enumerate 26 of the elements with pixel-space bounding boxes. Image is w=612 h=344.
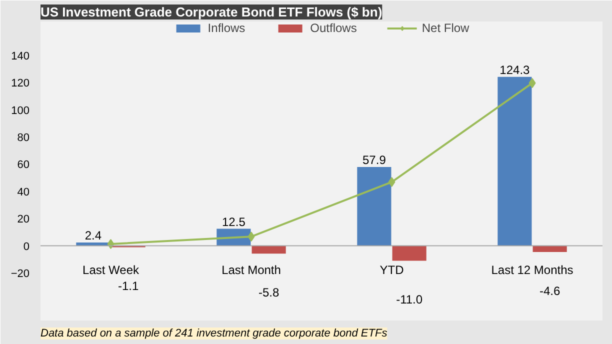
y-tick-label: 120 bbox=[11, 78, 30, 90]
y-tick-label: 100 bbox=[11, 104, 30, 117]
data-label: -5.8 bbox=[258, 286, 280, 300]
chart-title: US Investment Grade Corporate Bond ETF Flows ($ bn) bbox=[40, 4, 382, 20]
y-tick-label: −20 bbox=[10, 268, 30, 280]
x-tick-label: Last Month bbox=[222, 262, 281, 277]
data-label: -1.1 bbox=[118, 279, 139, 294]
x-tick-label: Last Week bbox=[82, 262, 140, 277]
y-tick-label: 80 bbox=[17, 132, 30, 144]
y-tick-label: 20 bbox=[17, 214, 30, 226]
x-tick-label: Last 12 Months bbox=[491, 262, 574, 277]
legend-label: Net Flow bbox=[422, 21, 470, 35]
x-tick-label: YTD bbox=[380, 262, 404, 277]
data-label: 124.3 bbox=[500, 62, 530, 77]
data-label: 57.9 bbox=[362, 153, 386, 168]
data-label: 12.5 bbox=[222, 214, 246, 229]
legend-label: Inflows bbox=[208, 21, 246, 35]
data-label: -11.0 bbox=[396, 292, 423, 307]
data-label: -4.6 bbox=[539, 284, 560, 298]
y-tick-label: 140 bbox=[11, 50, 30, 62]
y-tick-label: 60 bbox=[17, 159, 30, 172]
data-label: 2.4 bbox=[84, 228, 102, 242]
y-tick-label: 0 bbox=[23, 240, 30, 253]
legend-label: Outflows bbox=[310, 21, 357, 35]
text: Data based on a sample of 241 investment grade corporate bond ETFs bbox=[40, 328, 388, 340]
y-tick-label: 40 bbox=[17, 186, 30, 198]
